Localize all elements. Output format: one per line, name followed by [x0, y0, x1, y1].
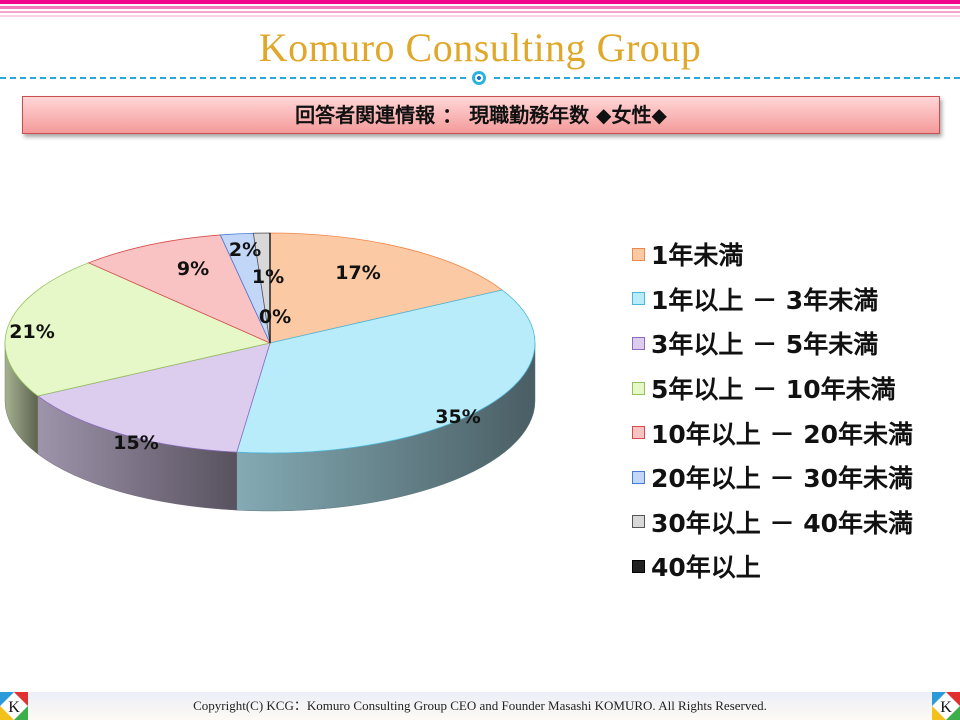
legend-item: 10年以上 － 20年未満 [632, 410, 913, 455]
legend-item: 30年以上 － 40年未満 [632, 500, 913, 545]
legend-swatch-icon [632, 426, 645, 440]
footer-bar: Copyright(C) KCG：Komuro Consulting Group… [0, 692, 960, 720]
legend-label: 1年未満 [651, 241, 744, 271]
pie-data-label: 9% [177, 258, 209, 280]
legend-swatch-icon [632, 515, 645, 529]
pie-slice [269, 232, 504, 344]
legend-item: 5年以上 － 10年未満 [632, 366, 913, 411]
legend-item: 1年未満 [632, 232, 913, 277]
target-icon [472, 71, 486, 85]
legend-swatch-icon [632, 559, 645, 573]
legend-swatch-icon [632, 292, 645, 306]
legend-swatch-icon [632, 247, 645, 261]
divider-right [494, 77, 960, 79]
page-title: Komuro Consulting Group [258, 25, 702, 70]
legend-item: 40年以上 [632, 544, 913, 589]
legend-swatch-icon [632, 470, 645, 484]
svg-text:K: K [940, 699, 952, 716]
kcg-logo-left-icon: K [0, 692, 28, 720]
legend-item: 20年以上 － 30年未満 [632, 455, 913, 500]
divider-left [0, 77, 466, 79]
legend-item: 3年以上 － 5年未満 [632, 321, 913, 366]
legend-item: 1年以上 － 3年未満 [632, 277, 913, 322]
pie-data-label: 21% [9, 321, 54, 343]
header-stripes [0, 0, 960, 18]
slide-heading-banner: 回答者関連情報 ： 現職勤務年数 ◆女性◆ [22, 96, 940, 134]
legend-swatch-icon [632, 336, 645, 350]
svg-text:K: K [8, 699, 20, 716]
pie-chart: 17% 35% 15% 21% 9% 2% 1% 0% [4, 232, 536, 512]
pie-data-label: 35% [435, 406, 480, 428]
pie-data-label: 1% [252, 266, 284, 288]
pie-data-label: 17% [335, 262, 380, 284]
legend-label: 5年以上 － 10年未満 [651, 375, 896, 405]
pie-data-label: 2% [229, 239, 261, 261]
pie-slice [36, 342, 271, 453]
legend-label: 1年以上 － 3年未満 [651, 285, 879, 315]
legend-label: 30年以上 － 40年未満 [651, 508, 913, 538]
pie-slice [87, 234, 271, 344]
chart-legend: 1年未満 1年以上 － 3年未満 3年以上 － 5年未満 5年以上 － 10年未満 10… [632, 232, 913, 589]
legend-label: 3年以上 － 5年未満 [651, 330, 879, 360]
pie-data-label: 15% [113, 432, 158, 454]
legend-label: 40年以上 [651, 553, 761, 583]
legend-swatch-icon [632, 381, 645, 395]
pie-slice [4, 262, 272, 397]
legend-label: 10年以上 － 20年未満 [651, 419, 913, 449]
pie-slice [236, 289, 536, 454]
legend-label: 20年以上 － 30年未満 [651, 464, 913, 494]
pie-data-label: 0% [259, 306, 291, 328]
copyright-text: Copyright(C) KCG：Komuro Consulting Group… [193, 698, 767, 713]
kcg-logo-right-icon: K [932, 692, 960, 720]
